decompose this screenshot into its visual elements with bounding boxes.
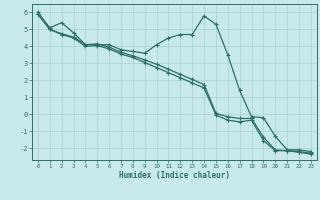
X-axis label: Humidex (Indice chaleur): Humidex (Indice chaleur) [119,171,230,180]
